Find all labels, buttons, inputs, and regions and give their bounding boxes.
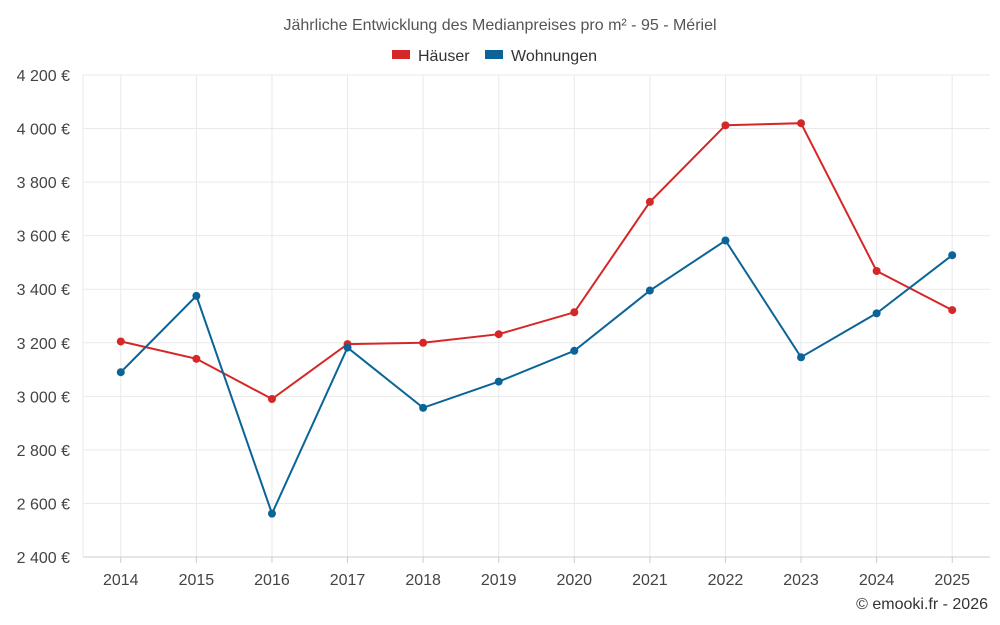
x-axis-ticks: 2014 2015 2016 2017 2018 2019 2020 2021 2022 2023…	[103, 572, 970, 589]
legend-item-haeuser[interactable]: Häuser	[392, 48, 470, 65]
legend-label-haeuser: Häuser	[418, 48, 470, 65]
data-point-haeuser-2022[interactable]	[721, 121, 730, 130]
series-line-haeuser	[120, 122, 953, 401]
grid-lines	[83, 74, 990, 557]
y-tick-label: 3 200 €	[17, 336, 70, 353]
data-point-wohnungen-2022[interactable]	[721, 236, 730, 245]
data-point-wohnungen-2023[interactable]	[797, 353, 806, 362]
data-point-haeuser-2018[interactable]	[419, 338, 428, 347]
data-point-wohnungen-2016[interactable]	[267, 509, 276, 518]
y-tick-label: 4 000 €	[17, 122, 70, 139]
x-tick-label: 2018	[405, 572, 441, 589]
data-point-wohnungen-2021[interactable]	[645, 286, 654, 295]
data-point-wohnungen-2018[interactable]	[419, 403, 428, 412]
data-point-wohnungen-2019[interactable]	[494, 377, 503, 386]
data-point-haeuser-2021[interactable]	[645, 197, 654, 206]
data-point-haeuser-2023[interactable]	[797, 119, 806, 128]
legend-label-wohnungen: Wohnungen	[511, 48, 597, 65]
x-tick-label: 2023	[783, 572, 819, 589]
data-point-wohnungen-2024[interactable]	[872, 309, 881, 318]
legend: Häuser Wohnungen	[392, 48, 597, 65]
x-tick-label: 2022	[708, 572, 744, 589]
y-tick-label: 3 800 €	[17, 175, 70, 192]
data-point-haeuser-2016[interactable]	[267, 395, 276, 404]
series-line-wohnungen	[120, 239, 953, 517]
legend-swatch-haeuser	[392, 50, 410, 59]
chart-title: Jährliche Entwicklung des Medianpreises …	[283, 17, 716, 34]
x-tick-label: 2017	[330, 572, 366, 589]
y-axis-ticks: 2 400 € 2 600 € 2 800 € 3 000 € 3 200 € 3 400…	[17, 68, 70, 567]
data-point-haeuser-2025[interactable]	[948, 306, 957, 315]
x-tick-label: 2019	[481, 572, 517, 589]
y-tick-label: 2 600 €	[17, 496, 70, 513]
data-point-wohnungen-2017[interactable]	[343, 343, 352, 352]
data-point-wohnungen-2020[interactable]	[570, 346, 579, 355]
series-wohnungen	[116, 236, 957, 518]
y-tick-label: 3 000 €	[17, 389, 70, 406]
y-tick-label: 2 800 €	[17, 443, 70, 460]
data-point-haeuser-2024[interactable]	[872, 267, 881, 276]
x-tick-label: 2014	[103, 572, 139, 589]
x-tick-label: 2024	[859, 572, 895, 589]
legend-item-wohnungen[interactable]: Wohnungen	[485, 48, 597, 65]
data-point-haeuser-2019[interactable]	[494, 330, 503, 339]
data-point-wohnungen-2025[interactable]	[948, 251, 957, 260]
data-point-haeuser-2015[interactable]	[192, 354, 201, 363]
y-tick-label: 3 400 €	[17, 282, 70, 299]
x-tick-label: 2020	[556, 572, 592, 589]
series-haeuser	[116, 119, 957, 404]
x-tick-label: 2015	[179, 572, 215, 589]
data-point-haeuser-2014[interactable]	[116, 337, 125, 346]
x-tick-label: 2025	[934, 572, 970, 589]
data-point-wohnungen-2014[interactable]	[116, 368, 125, 377]
y-tick-label: 3 600 €	[17, 229, 70, 246]
legend-swatch-wohnungen	[485, 50, 503, 59]
series	[116, 119, 957, 518]
y-tick-label: 2 400 €	[17, 550, 70, 567]
x-tick-label: 2021	[632, 572, 668, 589]
axes	[82, 75, 990, 563]
x-tick-label: 2016	[254, 572, 290, 589]
data-point-haeuser-2020[interactable]	[570, 308, 579, 317]
data-point-wohnungen-2015[interactable]	[192, 291, 201, 300]
y-tick-label: 4 200 €	[17, 68, 70, 85]
credit-text: © emooki.fr - 2026	[856, 596, 988, 613]
